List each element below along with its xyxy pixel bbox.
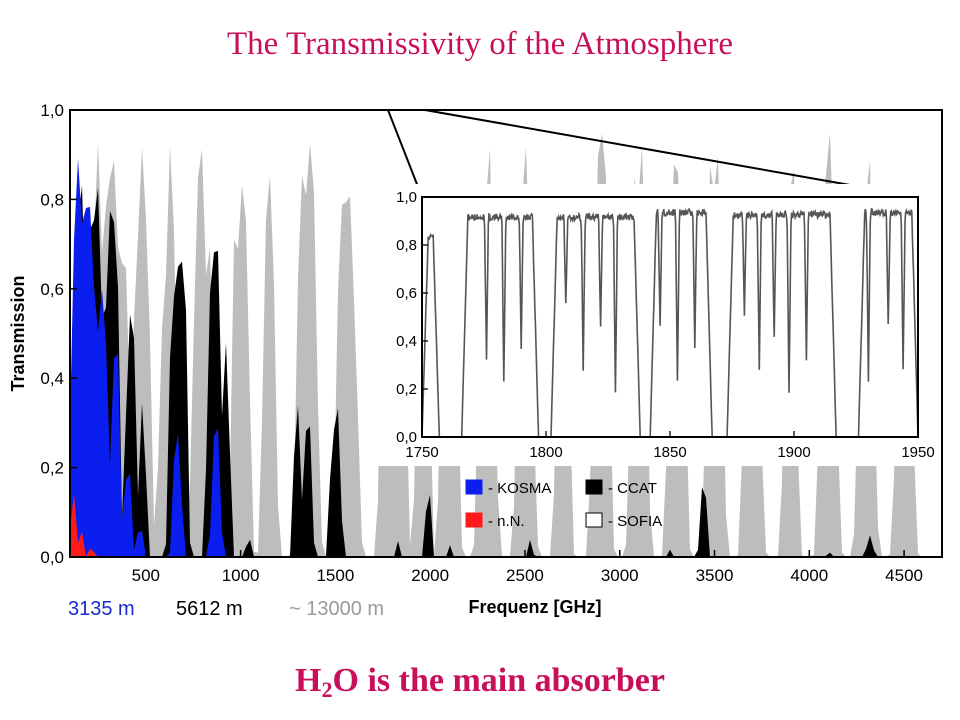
inset-x-tick-label: 1750 — [405, 444, 438, 461]
inset-y-tick-label: 0,0 — [396, 429, 417, 446]
legend-label: - KOSMA — [488, 480, 551, 497]
slide-title: The Transmissivity of the Atmosphere — [227, 26, 733, 62]
x-tick-label: 4000 — [790, 566, 828, 585]
y-tick-label: 0,6 — [40, 280, 64, 299]
inset-y-tick-label: 0,2 — [396, 381, 417, 398]
altitude-ccat-label: 5612 m — [176, 598, 243, 620]
x-tick-label: 4500 — [885, 566, 923, 585]
inset-x-tick-label: 1800 — [529, 444, 562, 461]
inset-x-tick-label: 1950 — [901, 444, 934, 461]
x-tick-label: 3000 — [601, 566, 639, 585]
altitude-sofia-label: ~ 13000 m — [289, 598, 385, 620]
altitude-kosma-label: 3135 m — [68, 598, 135, 620]
x-axis-label: Frequenz [GHz] — [469, 597, 602, 617]
y-tick-label: 0,2 — [40, 459, 64, 478]
footer-subscript: 2 — [321, 677, 333, 702]
footer-prefix: H — [295, 662, 322, 699]
x-tick-label: 2500 — [506, 566, 544, 585]
inset-y-tick-label: 0,4 — [396, 333, 417, 350]
inset-series-line — [421, 207, 919, 438]
legend-label: - SOFIA — [608, 513, 662, 530]
inset-x-tick-label: 1850 — [653, 444, 686, 461]
footer-title: H2O is the main absorber — [0, 662, 960, 703]
y-axis-label: Transmission — [8, 275, 28, 391]
x-tick-label: 1000 — [222, 566, 260, 585]
legend-label: - n.N. — [488, 513, 525, 530]
transmission-chart: 0,0 0,2 0,4 0,6 0,8 1,0 500 1000 1500 2000 2500 300… — [8, 101, 943, 617]
x-tick-label: 1500 — [316, 566, 354, 585]
legend-swatch — [585, 512, 603, 528]
y-tick-label: 1,0 — [40, 101, 64, 120]
x-tick-label: 2000 — [411, 566, 449, 585]
legend-swatch — [465, 512, 483, 528]
legend-swatch — [585, 479, 603, 495]
inset-y-tick-label: 0,6 — [396, 285, 417, 302]
footer-rest: O is the main absorber — [332, 662, 665, 699]
y-tick-label: 0,0 — [40, 548, 64, 567]
zoom-line-left — [387, 109, 423, 198]
y-tick-label: 0,8 — [40, 190, 64, 209]
inset-y-tick-label: 0,8 — [396, 237, 417, 254]
main-plot-frame — [69, 109, 943, 558]
legend-label: - CCAT — [608, 480, 657, 497]
inset-y-tick-label: 1,0 — [396, 189, 417, 206]
x-tick-label: 3500 — [696, 566, 734, 585]
x-tick-label: 500 — [132, 566, 160, 585]
inset-x-tick-label: 1900 — [777, 444, 810, 461]
y-tick-label: 0,4 — [40, 369, 64, 388]
legend-swatch — [465, 479, 483, 495]
zoom-line-right — [424, 109, 919, 198]
